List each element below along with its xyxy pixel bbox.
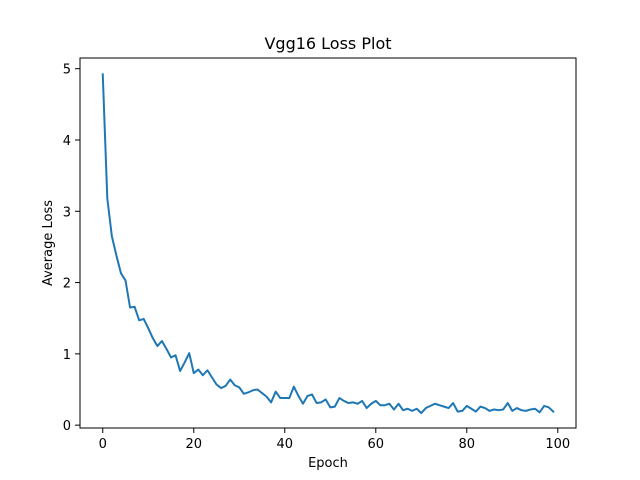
x-tick-label-0: 0 (99, 437, 107, 452)
y-tick-label-3: 3 (63, 205, 71, 220)
axes-frame (79, 57, 577, 429)
plot-area: 0 20 40 60 80 100 0 1 2 3 4 5 (63, 57, 577, 452)
x-axis-label: Epoch (308, 456, 348, 471)
y-axis-label: Average Loss (41, 200, 56, 286)
y-tick-label-0: 0 (63, 419, 71, 434)
y-tick-label-2: 2 (63, 277, 71, 292)
y-tick-label-4: 4 (63, 134, 71, 149)
x-tick-label-80: 80 (459, 437, 476, 452)
series-line-0 (101, 73, 555, 415)
x-tick-label-20: 20 (185, 437, 202, 452)
y-tick-label-5: 5 (63, 63, 71, 78)
chart-title: Vgg16 Loss Plot (264, 34, 391, 53)
x-tick-label-40: 40 (276, 437, 293, 452)
x-tick-label-60: 60 (368, 437, 385, 452)
y-tick-label-1: 1 (63, 348, 71, 363)
x-tick-label-100: 100 (545, 437, 570, 452)
